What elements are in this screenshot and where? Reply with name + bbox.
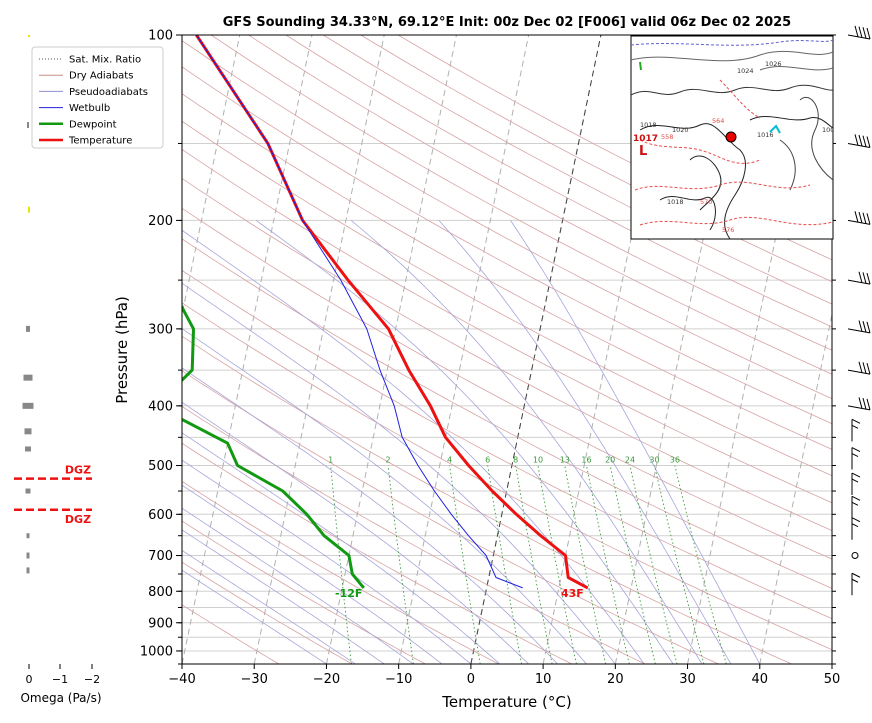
omega-bar	[25, 446, 31, 451]
map-isobar-label: 1026	[765, 60, 782, 68]
legend: Sat. Mix. Ratio Dry Adiabats Pseudoadiabat…	[32, 47, 163, 148]
surface-temperature-label: 43F	[561, 587, 584, 600]
omega-bar	[26, 489, 31, 494]
omega-bar	[27, 122, 29, 128]
x-tick-label: −20	[313, 672, 340, 687]
y-axis-label: Pressure (hPa)	[113, 296, 131, 404]
omega-tick-label: −1	[52, 673, 68, 686]
y-tick-label: 1000	[140, 644, 173, 659]
map-isobar-label: 576	[722, 226, 734, 234]
mixing-ratio-label: 1	[328, 456, 333, 465]
omega-bar	[28, 35, 30, 37]
surface-dewpoint-label: -12F	[335, 587, 362, 600]
chart-title: GFS Sounding 34.33°N, 69.12°E Init: 00z …	[223, 15, 791, 30]
omega-axis-label: Omega (Pa/s)	[20, 691, 101, 705]
map-isobar-label: 570	[700, 198, 712, 206]
x-tick-label: 20	[607, 672, 624, 687]
inset-map: 1026102010181016102410065585645705761018…	[631, 36, 839, 239]
omega-bar	[27, 533, 30, 538]
omega-bar	[26, 326, 30, 332]
green-front	[640, 62, 641, 70]
omega-bar	[25, 428, 32, 434]
map-isobar-label: 1018	[640, 121, 657, 129]
x-tick-label: 0	[467, 672, 475, 687]
x-tick-label: 10	[535, 672, 552, 687]
map-isobar-label: 1016	[757, 131, 774, 139]
omega-bar	[28, 207, 30, 213]
x-tick-label: −30	[241, 672, 268, 687]
mixing-ratio-label: 20	[605, 456, 615, 465]
y-tick-label: 200	[148, 214, 173, 229]
y-tick-label: 700	[148, 549, 173, 564]
omega-bar	[27, 553, 30, 559]
mixing-ratio-label: 30	[649, 456, 659, 465]
mixing-ratio-label: 8	[513, 456, 518, 465]
legend-label: Pseudoadiabats	[69, 87, 148, 98]
omega-bar	[27, 567, 30, 573]
legend-label: Dewpoint	[69, 119, 117, 130]
y-tick-label: 600	[148, 508, 173, 523]
map-isobar-label: 1020	[672, 126, 689, 134]
y-tick-label: 300	[148, 322, 173, 337]
mixing-ratio-label: 6	[485, 456, 490, 465]
low-pressure-label: L	[639, 144, 647, 159]
x-axis-label: Temperature (°C)	[441, 693, 571, 711]
dgz-label: DGZ	[65, 513, 91, 526]
y-tick-label: 800	[148, 585, 173, 600]
mixing-ratio-label: 24	[625, 456, 635, 465]
mixing-ratio-label: 13	[560, 456, 570, 465]
omega-tick-label: 0	[26, 673, 33, 686]
x-tick-label: 30	[679, 672, 696, 687]
legend-label: Wetbulb	[69, 103, 110, 114]
legend-label: Dry Adiabats	[69, 71, 133, 82]
mixing-ratio-label: 4	[447, 456, 452, 465]
map-isobar-label: 558	[661, 133, 673, 141]
y-tick-label: 100	[148, 29, 173, 44]
y-tick-label: 500	[148, 459, 173, 474]
mixing-ratio-label: 10	[533, 456, 543, 465]
omega-bar	[24, 375, 33, 381]
dgz-label: DGZ	[65, 464, 91, 477]
x-tick-label: 50	[824, 672, 841, 687]
map-isobar-label: 564	[712, 117, 724, 125]
map-isobar-label: 1024	[737, 67, 754, 75]
y-tick-label: 400	[148, 399, 173, 414]
x-tick-label: 40	[752, 672, 769, 687]
legend-label: Sat. Mix. Ratio	[69, 55, 141, 66]
mixing-ratio-label: 2	[386, 456, 391, 465]
x-tick-label: −40	[168, 672, 195, 687]
y-tick-label: 900	[148, 616, 173, 631]
omega-bar	[23, 403, 34, 409]
legend-label: Temperature	[68, 136, 132, 147]
x-tick-label: −10	[385, 672, 412, 687]
omega-tick-label: −2	[84, 673, 100, 686]
mixing-ratio-label: 36	[670, 456, 680, 465]
mixing-ratio-label: 16	[581, 456, 591, 465]
map-isobar-label: 1018	[667, 198, 684, 206]
low-pressure-value: 1017	[633, 134, 658, 144]
sounding-location-marker	[726, 132, 736, 142]
